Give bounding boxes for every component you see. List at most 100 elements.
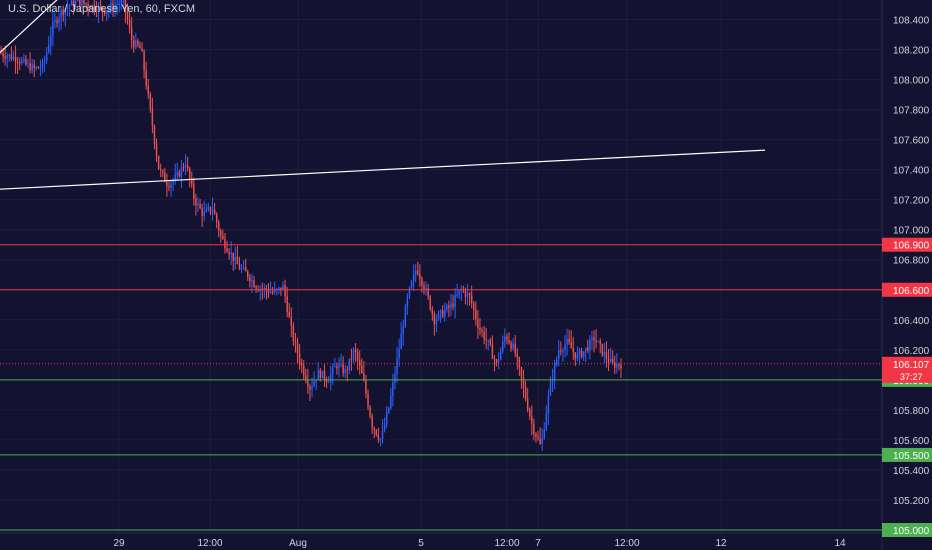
candle-body[interactable] bbox=[408, 287, 411, 297]
candle-body[interactable] bbox=[47, 45, 50, 53]
candle-body[interactable] bbox=[39, 67, 42, 69]
candle-body[interactable] bbox=[126, 11, 129, 20]
candle-body[interactable] bbox=[116, 3, 118, 5]
candle-body[interactable] bbox=[149, 93, 152, 109]
candle-body[interactable] bbox=[215, 214, 218, 223]
candle-body[interactable] bbox=[537, 436, 539, 439]
candle-body[interactable] bbox=[497, 359, 500, 363]
candle-body[interactable] bbox=[106, 11, 108, 14]
candle-body[interactable] bbox=[159, 169, 162, 171]
candle-body[interactable] bbox=[427, 288, 429, 297]
candle-body[interactable] bbox=[620, 365, 622, 369]
candle-body[interactable] bbox=[466, 293, 469, 297]
candle-body[interactable] bbox=[562, 350, 564, 352]
candle-body[interactable] bbox=[298, 353, 301, 363]
candle-body[interactable] bbox=[87, 4, 89, 8]
candle-body[interactable] bbox=[356, 351, 359, 361]
candle-body[interactable] bbox=[564, 344, 566, 351]
candle-body[interactable] bbox=[574, 352, 577, 360]
candle-body[interactable] bbox=[545, 413, 548, 430]
candle-body[interactable] bbox=[296, 342, 299, 354]
candle-body[interactable] bbox=[520, 367, 523, 379]
candle-body[interactable] bbox=[350, 358, 353, 360]
candle-body[interactable] bbox=[572, 348, 575, 353]
candle-body[interactable] bbox=[522, 378, 525, 387]
candle-body[interactable] bbox=[89, 7, 91, 9]
candle-body[interactable] bbox=[290, 316, 293, 326]
candle-body[interactable] bbox=[244, 267, 247, 272]
candle-body[interactable] bbox=[375, 429, 378, 435]
candle-body[interactable] bbox=[56, 20, 58, 24]
candle-body[interactable] bbox=[242, 267, 245, 269]
candle-body[interactable] bbox=[437, 312, 440, 320]
candle-body[interactable] bbox=[97, 5, 100, 12]
candle-body[interactable] bbox=[85, 3, 87, 5]
candle-body[interactable] bbox=[58, 18, 60, 24]
candle-body[interactable] bbox=[616, 363, 618, 368]
candle-body[interactable] bbox=[213, 209, 216, 215]
candle-body[interactable] bbox=[332, 367, 334, 375]
candle-body[interactable] bbox=[27, 63, 29, 65]
candle-body[interactable] bbox=[352, 349, 355, 360]
candle-body[interactable] bbox=[508, 339, 510, 344]
candle-body[interactable] bbox=[327, 382, 330, 384]
candle-body[interactable] bbox=[21, 60, 23, 64]
candle-body[interactable] bbox=[267, 290, 270, 293]
candle-body[interactable] bbox=[79, 0, 81, 6]
candle-body[interactable] bbox=[514, 343, 516, 354]
candle-body[interactable] bbox=[491, 344, 494, 359]
candle-body[interactable] bbox=[317, 370, 319, 381]
candle-body[interactable] bbox=[580, 350, 583, 357]
candle-body[interactable] bbox=[70, 0, 73, 6]
candle-body[interactable] bbox=[346, 369, 349, 371]
candle-body[interactable] bbox=[506, 336, 508, 340]
candle-body[interactable] bbox=[551, 379, 554, 382]
candle-body[interactable] bbox=[489, 339, 492, 345]
candle-body[interactable] bbox=[444, 310, 446, 317]
candle-body[interactable] bbox=[265, 287, 268, 291]
candle-body[interactable] bbox=[593, 337, 595, 341]
candle-body[interactable] bbox=[157, 155, 160, 170]
candle-body[interactable] bbox=[448, 305, 450, 308]
candle-body[interactable] bbox=[618, 363, 620, 366]
candle-body[interactable] bbox=[361, 365, 363, 374]
candle-body[interactable] bbox=[315, 380, 317, 382]
candle-body[interactable] bbox=[193, 184, 195, 199]
candle-body[interactable] bbox=[336, 366, 338, 369]
candle-body[interactable] bbox=[398, 349, 400, 359]
candle-body[interactable] bbox=[493, 358, 496, 360]
candle-body[interactable] bbox=[578, 350, 581, 355]
candle-body[interactable] bbox=[29, 63, 31, 71]
candle-body[interactable] bbox=[342, 364, 344, 374]
candle-body[interactable] bbox=[6, 56, 8, 59]
candle-body[interactable] bbox=[305, 375, 307, 381]
candle-body[interactable] bbox=[323, 370, 326, 380]
candle-body[interactable] bbox=[421, 278, 423, 286]
candle-body[interactable] bbox=[10, 54, 13, 60]
candle-body[interactable] bbox=[464, 291, 467, 297]
candle-body[interactable] bbox=[396, 358, 398, 374]
candle-body[interactable] bbox=[0, 52, 2, 54]
candle-body[interactable] bbox=[50, 35, 52, 46]
candle-body[interactable] bbox=[582, 351, 585, 357]
candle-body[interactable] bbox=[340, 364, 342, 366]
candle-body[interactable] bbox=[120, 0, 123, 4]
candle-body[interactable] bbox=[454, 295, 456, 307]
candle-body[interactable] bbox=[381, 430, 384, 439]
candle-body[interactable] bbox=[300, 362, 303, 366]
candle-body[interactable] bbox=[358, 360, 361, 366]
candle-body[interactable] bbox=[309, 386, 311, 390]
candle-body[interactable] bbox=[603, 351, 606, 355]
candle-body[interactable] bbox=[595, 340, 597, 342]
candle-body[interactable] bbox=[369, 407, 371, 417]
candle-body[interactable] bbox=[541, 438, 543, 444]
candle-body[interactable] bbox=[133, 39, 135, 48]
candle-body[interactable] bbox=[311, 386, 313, 390]
candle-body[interactable] bbox=[35, 67, 38, 69]
candle-body[interactable] bbox=[470, 295, 473, 304]
candle-body[interactable] bbox=[95, 10, 98, 12]
candle-body[interactable] bbox=[186, 165, 189, 169]
candle-body[interactable] bbox=[218, 222, 220, 231]
candle-body[interactable] bbox=[456, 294, 458, 296]
